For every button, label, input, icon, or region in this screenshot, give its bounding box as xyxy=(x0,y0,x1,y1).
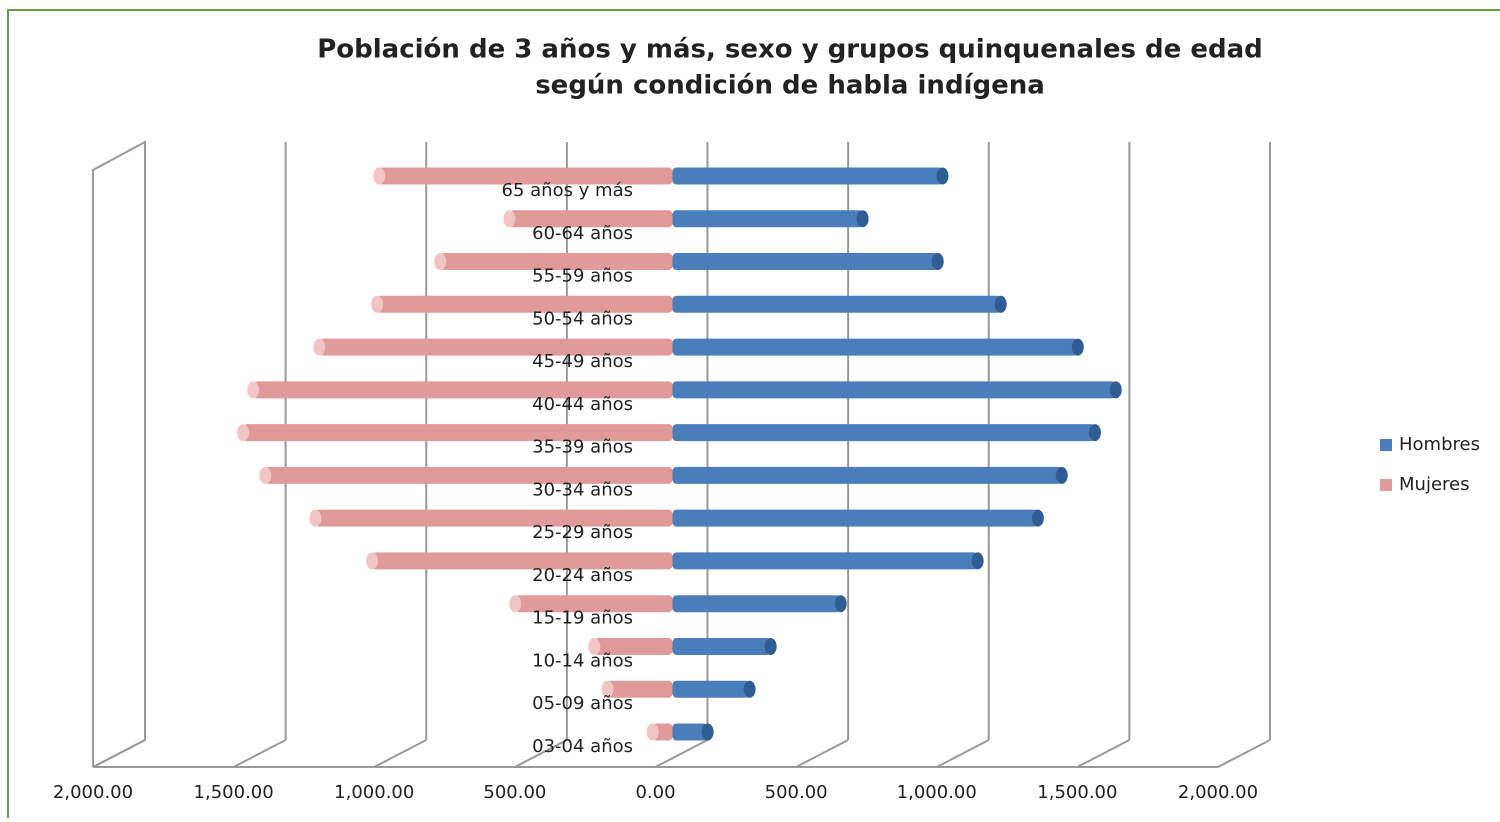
bar xyxy=(672,637,777,655)
chart-title: según condición de habla indígena xyxy=(535,71,1045,101)
grid-line xyxy=(514,739,568,768)
x-tick-label: 1,500.00 xyxy=(194,782,274,803)
x-tick-label: 500.00 xyxy=(765,782,828,803)
bar xyxy=(434,253,673,271)
legend-swatch xyxy=(1380,439,1392,451)
bar xyxy=(672,338,1084,356)
legend-label: Mujeres xyxy=(1399,474,1469,495)
y-tick-label: 05-09 años xyxy=(532,693,633,714)
bar xyxy=(313,338,673,356)
grid-line xyxy=(936,739,990,768)
bar xyxy=(672,210,869,228)
grid-line xyxy=(233,739,287,768)
bar xyxy=(672,509,1044,527)
grid-line xyxy=(795,739,849,768)
bar xyxy=(588,637,673,655)
x-tick-label: 2,000.00 xyxy=(1178,782,1258,803)
bar xyxy=(366,552,673,570)
bar xyxy=(237,424,673,442)
x-tick-label: 2,000.00 xyxy=(53,782,133,803)
x-tick-label: 1,500.00 xyxy=(1037,782,1117,803)
grid-line xyxy=(92,739,146,768)
bar xyxy=(672,381,1122,399)
bar xyxy=(371,295,673,313)
bar xyxy=(309,509,673,527)
side-wall xyxy=(92,140,146,768)
y-tick-label: 10-14 años xyxy=(532,650,633,671)
y-tick-label: 60-64 años xyxy=(532,223,633,244)
legend-swatch xyxy=(1380,479,1392,491)
x-tick-label: 500.00 xyxy=(483,782,546,803)
bar xyxy=(247,381,673,399)
grid-line xyxy=(373,739,427,768)
legend-label: Hombres xyxy=(1399,434,1480,455)
bar xyxy=(672,723,714,741)
bar xyxy=(672,552,984,570)
bar xyxy=(672,253,944,271)
y-tick-label: 55-59 años xyxy=(532,266,633,287)
grid-line xyxy=(1217,739,1271,768)
bar xyxy=(259,466,673,484)
bar xyxy=(672,167,949,185)
y-tick-label: 45-49 años xyxy=(532,351,633,372)
bar xyxy=(672,466,1068,484)
y-tick-label: 65 años y más xyxy=(502,180,634,201)
y-tick-label: 40-44 años xyxy=(532,394,633,415)
grid-line xyxy=(655,739,708,768)
x-tick-label: 0.00 xyxy=(635,782,675,803)
y-tick-label: 15-19 años xyxy=(532,608,633,629)
grid-line xyxy=(1076,739,1130,768)
y-tick-label: 50-54 años xyxy=(532,308,633,329)
x-tick-label: 1,000.00 xyxy=(897,782,977,803)
bar xyxy=(503,210,673,228)
chart-title: Población de 3 años y más, sexo y grupos… xyxy=(317,35,1263,65)
bar xyxy=(373,167,673,185)
frame xyxy=(7,9,1500,822)
x-tick-label: 1,000.00 xyxy=(334,782,414,803)
bar xyxy=(672,595,847,613)
y-tick-label: 35-39 años xyxy=(532,437,633,458)
y-tick-label: 20-24 años xyxy=(532,565,633,586)
bar xyxy=(672,295,1007,313)
y-tick-label: 30-34 años xyxy=(532,479,633,500)
bar xyxy=(601,680,673,698)
bar xyxy=(672,680,756,698)
bar xyxy=(509,595,673,613)
bar xyxy=(646,723,673,741)
y-tick-label: 03-04 años xyxy=(532,736,633,757)
bar xyxy=(672,424,1101,442)
y-tick-label: 25-29 años xyxy=(532,522,633,543)
